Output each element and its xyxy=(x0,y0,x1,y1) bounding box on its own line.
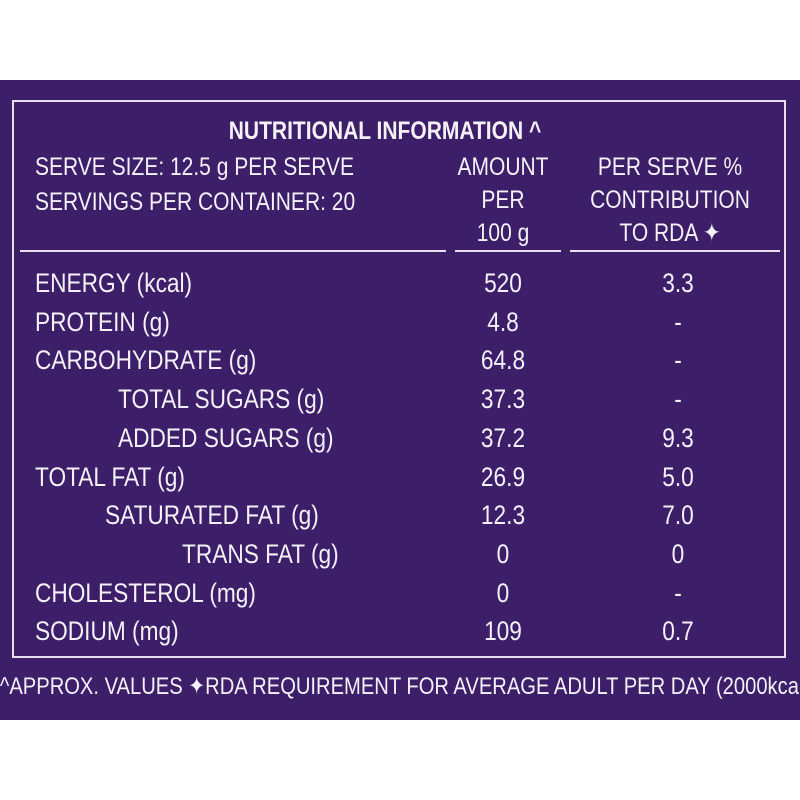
column-header: PER xyxy=(481,186,525,214)
nutrient: CHOLESTEROL (mg) xyxy=(35,577,256,608)
rda-contribution: 7.0 xyxy=(662,500,694,531)
amount-per-100g: 37.2 xyxy=(480,422,526,453)
nutrient: SODIUM (mg) xyxy=(35,616,179,647)
column-header: PER SERVE % xyxy=(597,153,743,181)
divider xyxy=(20,250,446,252)
rda-contribution: 3.3 xyxy=(662,268,694,298)
rda-contribution: 0 xyxy=(671,538,685,569)
label-border xyxy=(12,100,786,658)
amount-per-100g: 37.3 xyxy=(480,384,526,415)
divider xyxy=(570,250,780,252)
nutrient: TOTAL FAT (g) xyxy=(35,461,185,492)
rda-contribution: - xyxy=(674,577,682,608)
amount-per-100g: 64.8 xyxy=(480,345,526,376)
column-header: AMOUNT xyxy=(457,153,549,181)
rda-contribution: - xyxy=(674,345,682,376)
rda-contribution: - xyxy=(674,384,682,415)
amount-per-100g: 26.9 xyxy=(480,461,526,492)
nutrient: CARBOHYDRATE (g) xyxy=(35,345,257,376)
servings: SERVINGS PER CONTAINER: 20 xyxy=(35,188,356,216)
rda-contribution: 9.3 xyxy=(662,422,694,453)
nutrient: TOTAL SUGARS (g) xyxy=(118,384,325,415)
amount-per-100g: 520 xyxy=(484,268,522,298)
title: NUTRITIONAL INFORMATION ^ xyxy=(228,117,542,145)
column-header: CONTRIBUTION xyxy=(590,186,750,214)
nutrient: ENERGY (kcal) xyxy=(35,268,193,298)
nutrient: SATURATED FAT (g) xyxy=(105,500,319,531)
amount-per-100g: 0 xyxy=(496,538,510,569)
column-header: TO RDA ✦ xyxy=(619,219,721,247)
serve-size: SERVE SIZE: 12.5 g PER SERVE xyxy=(35,153,355,181)
amount-per-100g: 12.3 xyxy=(480,500,526,531)
rda-contribution: 0.7 xyxy=(662,616,694,647)
nutrient: ADDED SUGARS (g) xyxy=(118,422,334,453)
nutrient: TRANS FAT (g) xyxy=(182,538,339,569)
column-header: 100 g xyxy=(476,219,530,247)
nutrient: PROTEIN (g) xyxy=(35,306,170,337)
divider xyxy=(455,250,561,252)
footnote: ^APPROX. VALUES ✦RDA REQUIREMENT FOR AVE… xyxy=(0,673,800,700)
amount-per-100g: 0 xyxy=(496,577,510,608)
rda-contribution: - xyxy=(674,306,682,337)
rda-contribution: 5.0 xyxy=(662,461,694,492)
label-background xyxy=(0,80,800,720)
amount-per-100g: 109 xyxy=(484,616,522,647)
amount-per-100g: 4.8 xyxy=(487,306,519,337)
